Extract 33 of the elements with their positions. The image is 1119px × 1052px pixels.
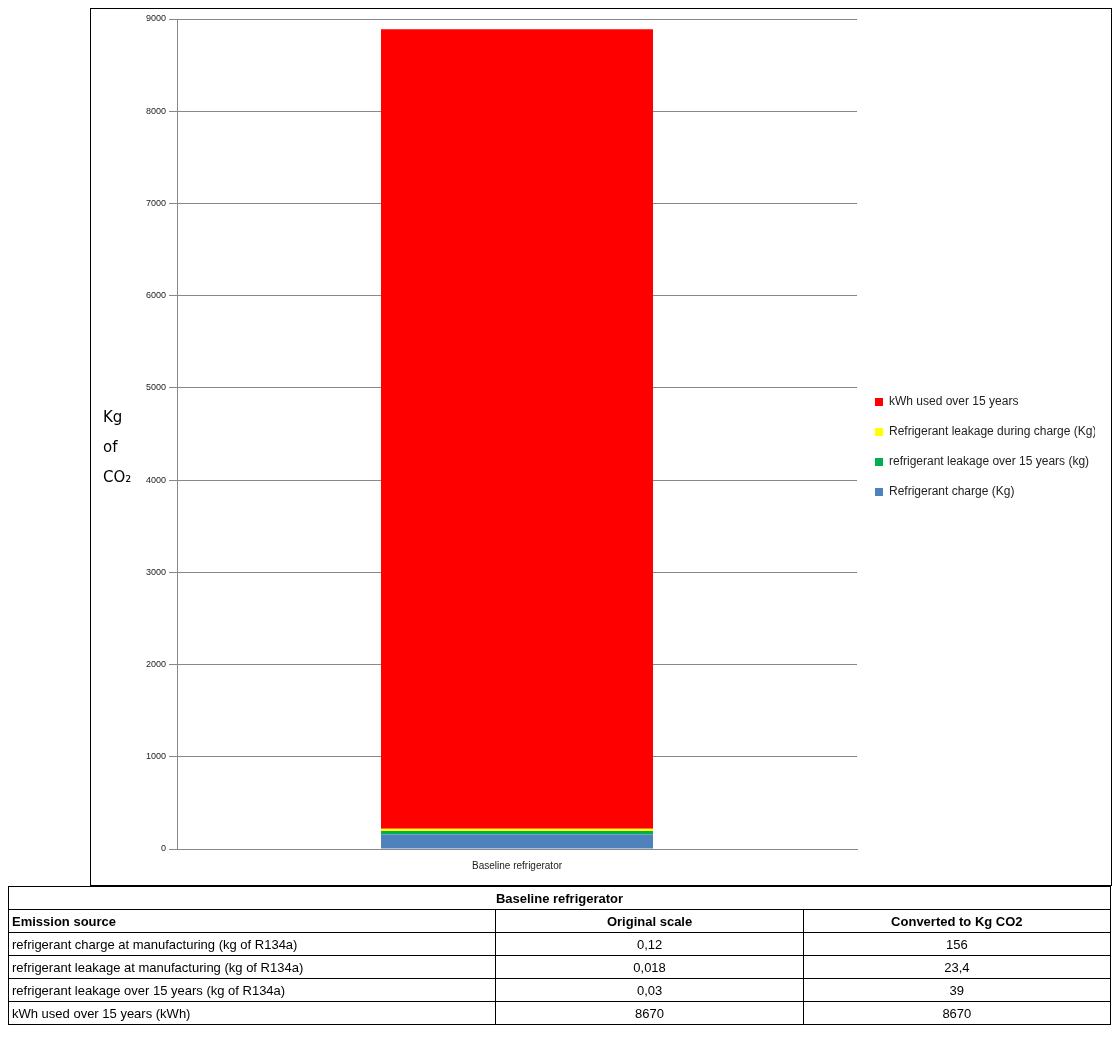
y-tick-label: 0 <box>161 843 167 854</box>
y-tick-label: 5000 <box>145 382 167 393</box>
legend-label: kWh used over 15 years <box>889 394 1019 409</box>
text: Baseline refrigerator <box>8 886 1111 910</box>
text: 156 <box>803 932 1111 956</box>
y-tick-label: 9000 <box>145 13 167 24</box>
text: 23,4 <box>803 955 1111 979</box>
text: refrigerant leakage over 15 years (kg of R134a) <box>8 978 496 1002</box>
text: kWh used over 15 years (kWh) <box>8 1001 496 1025</box>
text: refrigerant charge at manufacturing (kg of R134a) <box>8 932 496 956</box>
bar <box>381 831 654 835</box>
text: refrigerant leakage at manufacturing (kg of R134a) <box>8 955 496 979</box>
y-axis-title: Kg of CO₂ <box>103 407 133 488</box>
legend-label: Refrigerant charge (Kg) <box>889 484 1015 499</box>
bar <box>381 29 654 829</box>
text: Original scale <box>495 909 804 933</box>
text: 0,12 <box>495 932 804 956</box>
y-tick-label: 3000 <box>145 566 167 577</box>
text: 0,018 <box>495 955 804 979</box>
bar <box>381 834 654 849</box>
y-tick-label: 6000 <box>145 290 167 301</box>
y-tick-label: 8000 <box>145 105 167 116</box>
y-tick-label: 2000 <box>145 659 167 670</box>
text: 8670 <box>495 1001 804 1025</box>
y-tick-label: 7000 <box>145 197 167 208</box>
text: 0,03 <box>495 978 804 1002</box>
text: Emission source <box>8 909 496 933</box>
y-tick-label: 1000 <box>145 751 167 762</box>
y-tick-label: 4000 <box>145 474 167 485</box>
text: 8670 <box>803 1001 1111 1025</box>
legend-label: refrigerant leakage over 15 years (kg) <box>889 454 1090 469</box>
text: Converted to Kg CO2 <box>803 909 1111 933</box>
text: 39 <box>803 978 1111 1002</box>
